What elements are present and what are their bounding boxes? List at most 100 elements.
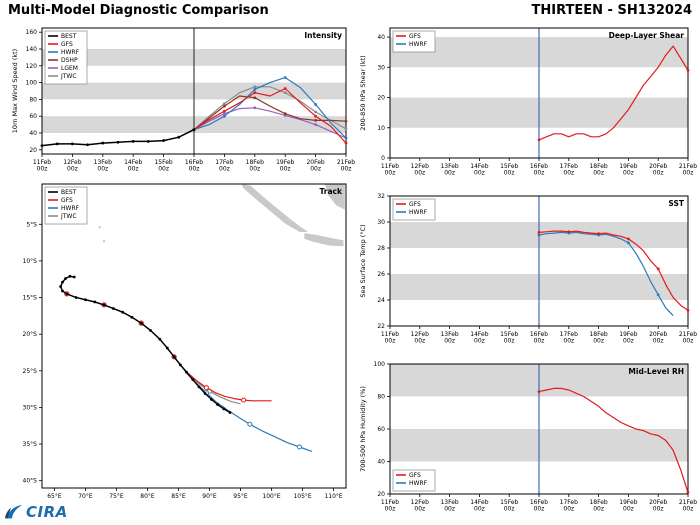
svg-text:40°S: 40°S (23, 478, 38, 485)
svg-text:30°S: 30°S (23, 404, 38, 411)
svg-text:0: 0 (381, 155, 385, 162)
svg-text:200-850 hPa Shear (kt): 200-850 hPa Shear (kt) (359, 55, 367, 130)
svg-text:75°E: 75°E (109, 493, 124, 500)
track-panel: 65°E 70°E 75°E 80°E 85°E 90°E 95°E 100°E 105°E 11… (8, 178, 352, 508)
svg-text:Sea Surface Temp (°C): Sea Surface Temp (°C) (359, 224, 367, 297)
svg-text:95°E: 95°E (233, 493, 248, 500)
svg-text:HWRF: HWRF (409, 41, 428, 48)
svg-text:GFS: GFS (409, 472, 421, 479)
mid-level-rh-panel: 11Feb 00z 12Feb 00z 13Feb 00z 14Feb 00z 15Feb 00z… (356, 358, 697, 514)
svg-text:LGEM: LGEM (61, 65, 78, 72)
svg-text:80°E: 80°E (140, 493, 155, 500)
svg-text:110°E: 110°E (324, 493, 342, 500)
cira-swoosh-icon (4, 504, 23, 519)
svg-text:30: 30 (377, 64, 385, 71)
svg-text:GFS: GFS (409, 201, 421, 208)
svg-text:24: 24 (377, 297, 385, 304)
svg-text:20: 20 (29, 147, 37, 154)
svg-text:10°S: 10°S (23, 258, 38, 265)
svg-text:Mid-Level RH: Mid-Level RH (628, 367, 684, 376)
svg-text:JTWC: JTWC (60, 73, 77, 80)
svg-text:120: 120 (26, 63, 38, 70)
svg-text:700-500 hPa Humidity (%): 700-500 hPa Humidity (%) (359, 386, 367, 472)
svg-text:HWRF: HWRF (61, 49, 80, 56)
svg-text:BEST: BEST (61, 189, 77, 196)
svg-text:30: 30 (377, 219, 385, 226)
cira-logo-text: CIRA (26, 503, 68, 521)
svg-text:160: 160 (26, 29, 38, 36)
svg-text:Intensity: Intensity (304, 31, 342, 40)
svg-text:40: 40 (377, 34, 385, 41)
sst-panel: 11Feb 00z 12Feb 00z 13Feb 00z 14Feb 00z 15Feb 00z… (356, 190, 697, 346)
svg-text:HWRF: HWRF (409, 209, 428, 216)
svg-text:70°E: 70°E (78, 493, 93, 500)
svg-text:5°S: 5°S (26, 221, 37, 228)
page-title: Multi-Model Diagnostic Comparison (8, 3, 269, 18)
svg-text:100: 100 (374, 361, 386, 368)
svg-text:85°E: 85°E (171, 493, 186, 500)
svg-text:140: 140 (26, 46, 38, 53)
svg-text:Track: Track (320, 187, 343, 196)
svg-text:40: 40 (29, 130, 37, 137)
svg-text:JTWC: JTWC (60, 213, 77, 220)
shear-chart: 11Feb 00z 12Feb 00z 13Feb 00z 14Feb 00z 15Feb 00z… (359, 27, 697, 177)
svg-text:15°S: 15°S (23, 295, 38, 302)
svg-text:HWRF: HWRF (61, 205, 80, 212)
svg-text:65°E: 65°E (47, 493, 62, 500)
svg-text:BEST: BEST (61, 33, 77, 40)
svg-text:20: 20 (377, 95, 385, 102)
sst-chart: 11Feb 00z 12Feb 00z 13Feb 00z 14Feb 00z 15Feb 00z… (359, 193, 697, 345)
track-chart: 65°E 70°E 75°E 80°E 85°E 90°E 95°E 100°E 105°E 11… (23, 183, 347, 500)
intensity-chart: 11Feb 00z 12Feb 00z 13Feb 00z 14Feb 00z 15Feb 00z… (11, 27, 355, 173)
svg-text:80: 80 (29, 96, 37, 103)
svg-text:25°S: 25°S (23, 368, 38, 375)
svg-text:35°S: 35°S (23, 441, 38, 448)
svg-text:GFS: GFS (409, 33, 421, 40)
svg-text:10m Max Wind Speed (kt): 10m Max Wind Speed (kt) (11, 49, 19, 133)
svg-text:32: 32 (377, 193, 385, 200)
svg-text:100°E: 100°E (262, 493, 280, 500)
svg-text:GFS: GFS (61, 41, 73, 48)
svg-text:22: 22 (377, 323, 385, 330)
svg-text:80: 80 (377, 394, 385, 401)
svg-text:GFS: GFS (61, 197, 73, 204)
